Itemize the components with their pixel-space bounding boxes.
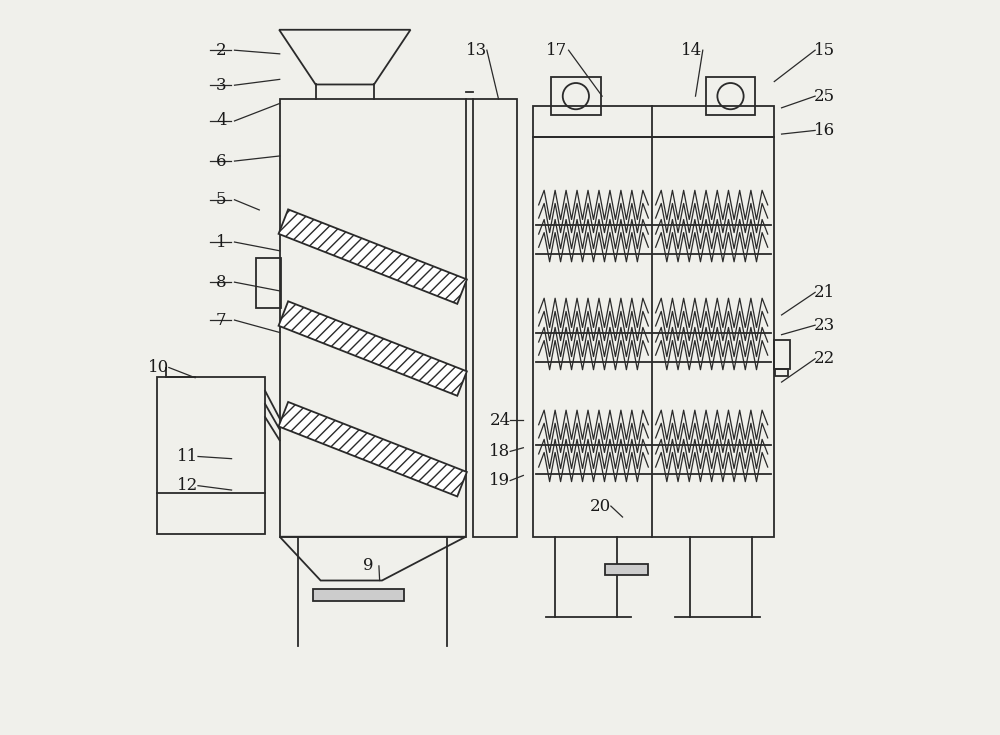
Text: 7: 7 — [216, 312, 227, 329]
Text: 25: 25 — [814, 87, 835, 104]
Bar — [313, 589, 404, 601]
Bar — [256, 258, 281, 308]
Text: 14: 14 — [680, 42, 702, 59]
Text: 11: 11 — [177, 448, 198, 465]
Text: 13: 13 — [466, 42, 487, 59]
Text: 3: 3 — [216, 76, 227, 93]
Text: 16: 16 — [814, 122, 835, 139]
Text: 6: 6 — [216, 153, 227, 170]
Bar — [280, 99, 466, 537]
Bar — [473, 99, 517, 537]
Bar — [533, 137, 774, 537]
Text: 20: 20 — [590, 498, 611, 514]
Bar — [551, 77, 601, 115]
Text: 17: 17 — [546, 42, 568, 59]
Text: 15: 15 — [814, 42, 835, 59]
Text: 8: 8 — [216, 273, 227, 290]
Text: 9: 9 — [363, 557, 374, 575]
Bar — [775, 369, 788, 376]
Bar — [706, 77, 755, 115]
Text: 22: 22 — [814, 351, 835, 368]
Text: 24: 24 — [489, 412, 511, 429]
Text: 4: 4 — [216, 112, 227, 129]
Text: 23: 23 — [814, 317, 835, 334]
Text: 10: 10 — [148, 359, 169, 376]
Bar — [533, 107, 774, 137]
Text: 5: 5 — [216, 191, 227, 208]
Bar — [774, 340, 790, 369]
Polygon shape — [279, 209, 467, 304]
Bar — [157, 377, 265, 534]
Text: 18: 18 — [489, 443, 511, 460]
Text: 1: 1 — [216, 234, 227, 251]
Bar — [605, 564, 648, 575]
Polygon shape — [279, 301, 467, 395]
Text: 12: 12 — [177, 477, 198, 494]
Polygon shape — [279, 402, 467, 496]
Text: 21: 21 — [814, 284, 835, 301]
Text: 2: 2 — [216, 42, 227, 59]
Text: 19: 19 — [489, 472, 511, 489]
